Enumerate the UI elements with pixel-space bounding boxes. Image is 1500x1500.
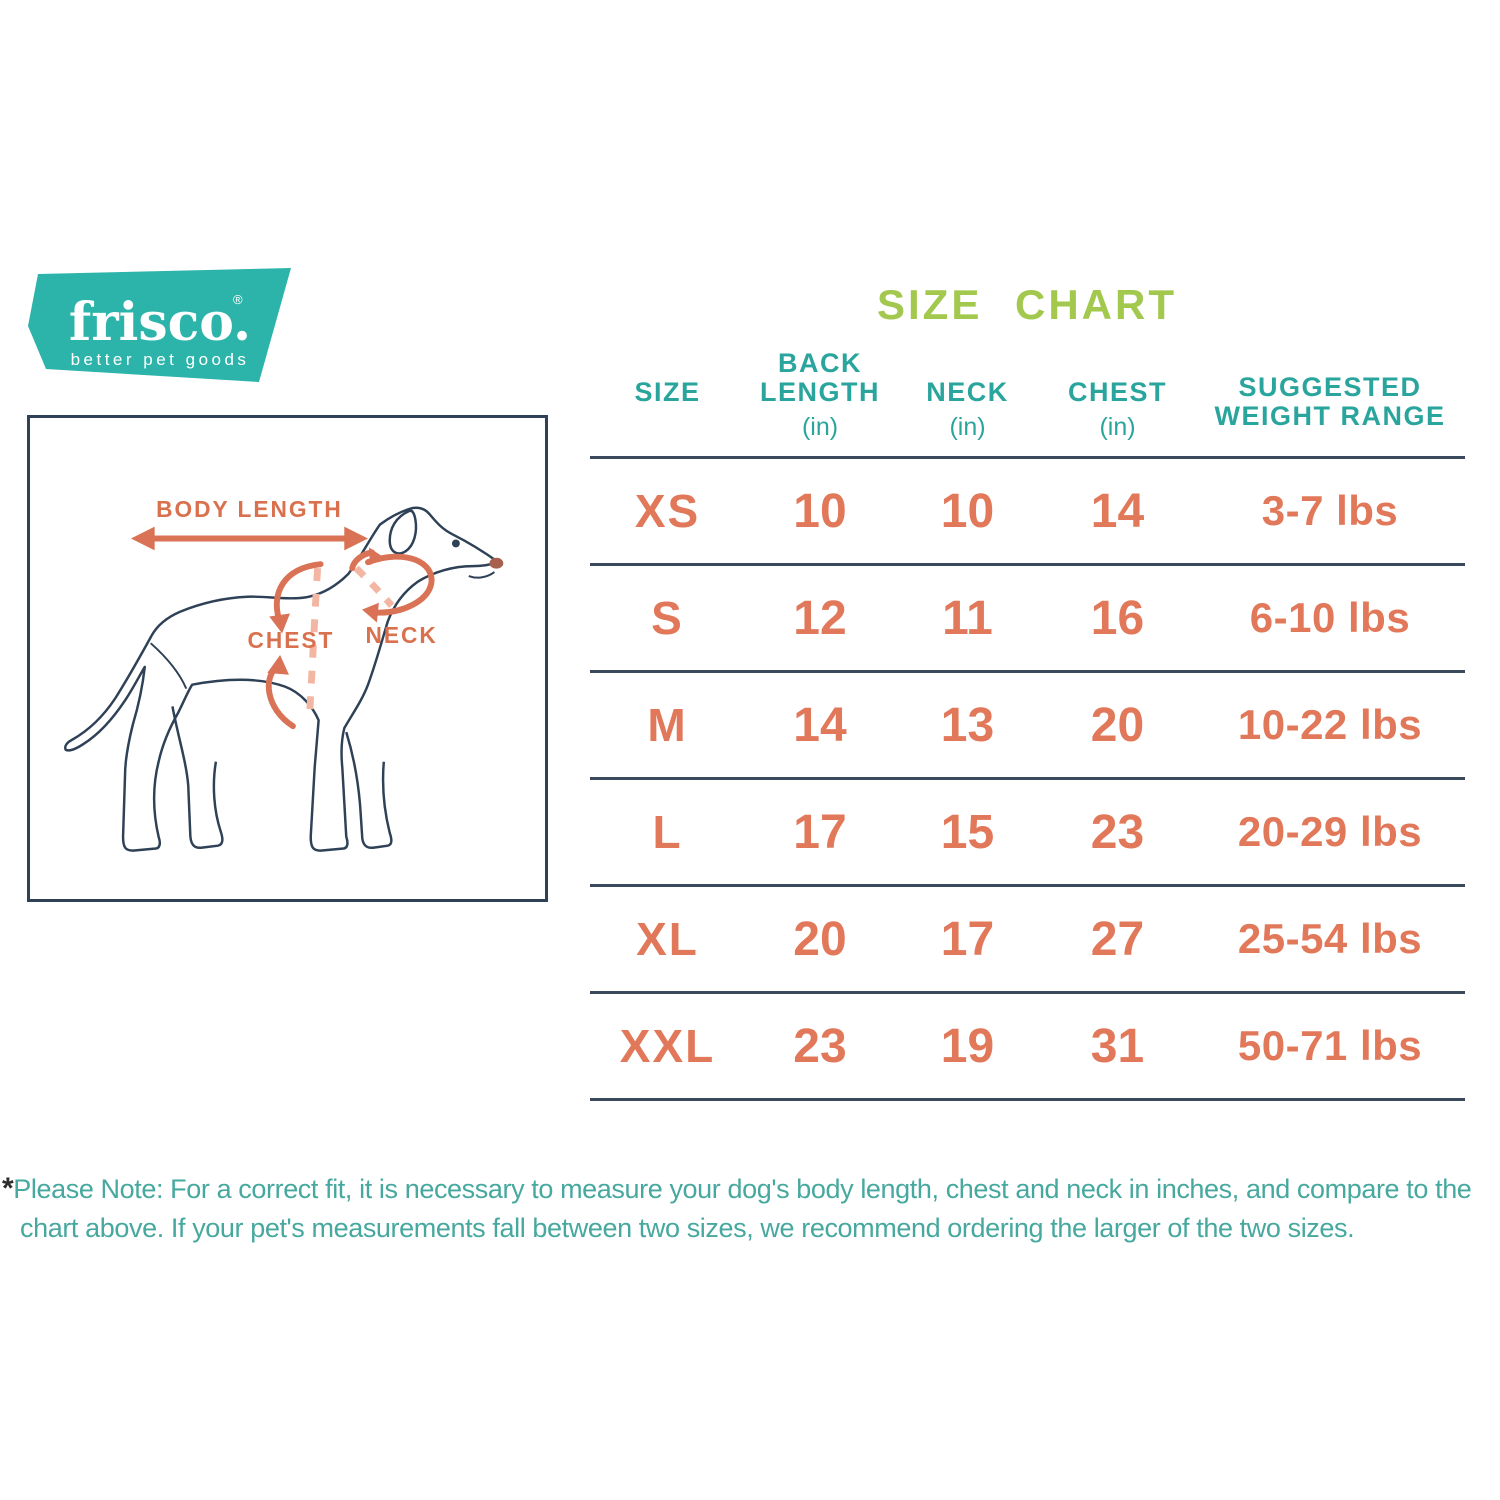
neck-value: 11 [942, 591, 993, 645]
weight-range-value: 20-29 lbs [1237, 808, 1423, 855]
chest-value: 27 [1090, 912, 1145, 966]
chest-arrowhead-down [269, 613, 290, 634]
size-value: M [647, 699, 688, 751]
footnote-asterisk: * [2, 1172, 14, 1205]
size-value: XXL [619, 1020, 716, 1072]
chest-value: 20 [1090, 698, 1145, 752]
column-header-neck: NECK (in) [926, 377, 1009, 441]
column-header-chest: CHEST (in) [1067, 377, 1167, 441]
page-title: SIZE CHART [877, 281, 1177, 328]
registered-mark: ® [233, 292, 243, 307]
table-row-xs: XS 10 10 14 3-7 lbs [590, 456, 1465, 563]
logo-banner-shape [28, 268, 291, 382]
table-row-xl: XL 20 17 27 25-54 lbs [590, 884, 1465, 991]
dog-measurement-diagram: BODY LENGTH CHEST NECK [27, 415, 548, 902]
neck-label: NECK [365, 622, 437, 648]
body-length-label: BODY LENGTH [156, 496, 343, 522]
column-header-weight-range: SUGGESTED WEIGHT RANGE [1214, 371, 1446, 432]
weight-range-value: 25-54 lbs [1237, 915, 1423, 962]
size-chart-table: SIZE BACK LENGTH (in) NECK (in) CHEST (i… [590, 346, 1465, 1101]
neck-value: 17 [940, 912, 995, 966]
neck-value: 10 [940, 484, 995, 538]
brand-name: frisco. [69, 292, 251, 353]
chest-value: 16 [1090, 591, 1145, 645]
column-header-size: SIZE [634, 377, 701, 408]
back-length-value: 20 [793, 912, 847, 966]
footnote-text: Please Note: For a correct fit, it is ne… [13, 1174, 1472, 1243]
back-length-value: 17 [793, 805, 847, 859]
neck-arrowhead-upleft [362, 602, 379, 623]
dog-diagram-svg: BODY LENGTH CHEST NECK [64, 496, 504, 852]
table-row-s: S 12 11 16 6-10 lbs [590, 563, 1465, 670]
chest-arrowhead-up [267, 655, 289, 675]
body-length-arrowhead-right [344, 526, 368, 551]
footnote: *Please Note: For a correct fit, it is n… [2, 1168, 1499, 1248]
neck-dashed-guide [353, 565, 395, 608]
dog-mouth-line [468, 571, 496, 579]
back-length-value: 10 [793, 484, 847, 538]
table-row-xxl: XXL 23 19 31 50-71 lbs [590, 991, 1465, 1101]
back-length-value: 14 [793, 698, 847, 752]
neck-value: 19 [940, 1019, 995, 1073]
back-length-value: 23 [793, 1019, 847, 1073]
neck-arrowhead-downright [368, 547, 384, 566]
table-row-l: L 17 15 23 20-29 lbs [590, 777, 1465, 884]
table-row-m: M 14 13 20 10-22 lbs [590, 670, 1465, 777]
weight-range-value: 3-7 lbs [1261, 487, 1399, 534]
chest-arc-upper [273, 561, 324, 623]
chest-value: 14 [1090, 484, 1145, 538]
dog-eye [451, 539, 460, 548]
dog-thigh-line [150, 642, 188, 690]
back-length-value: 12 [793, 591, 847, 645]
neck-arc-long [365, 553, 435, 616]
brand-tagline: better pet goods [71, 350, 250, 369]
weight-range-value: 50-71 lbs [1237, 1022, 1423, 1069]
neck-value: 15 [940, 805, 995, 859]
column-header-back-length: BACK LENGTH (in) [760, 347, 880, 441]
dog-ear [388, 509, 418, 555]
size-value: S [651, 592, 684, 644]
chest-value: 23 [1090, 805, 1145, 859]
dog-far-hind-leg [171, 706, 224, 850]
chest-label: CHEST [248, 627, 335, 653]
size-value: XS [634, 485, 701, 537]
chest-value: 31 [1090, 1019, 1145, 1073]
dog-nose [489, 557, 504, 569]
weight-range-value: 10-22 lbs [1237, 701, 1423, 748]
table-header-row: SIZE BACK LENGTH (in) NECK (in) CHEST (i… [590, 346, 1465, 456]
size-value: XL [636, 913, 699, 965]
frisco-logo: frisco. ® better pet goods [28, 268, 291, 382]
weight-range-value: 6-10 lbs [1249, 594, 1411, 641]
dog-far-front-leg [345, 731, 393, 850]
size-value: L [652, 806, 683, 858]
dog-body-outline [64, 506, 500, 852]
neck-value: 13 [940, 698, 995, 752]
body-length-arrowhead-left [130, 526, 155, 551]
